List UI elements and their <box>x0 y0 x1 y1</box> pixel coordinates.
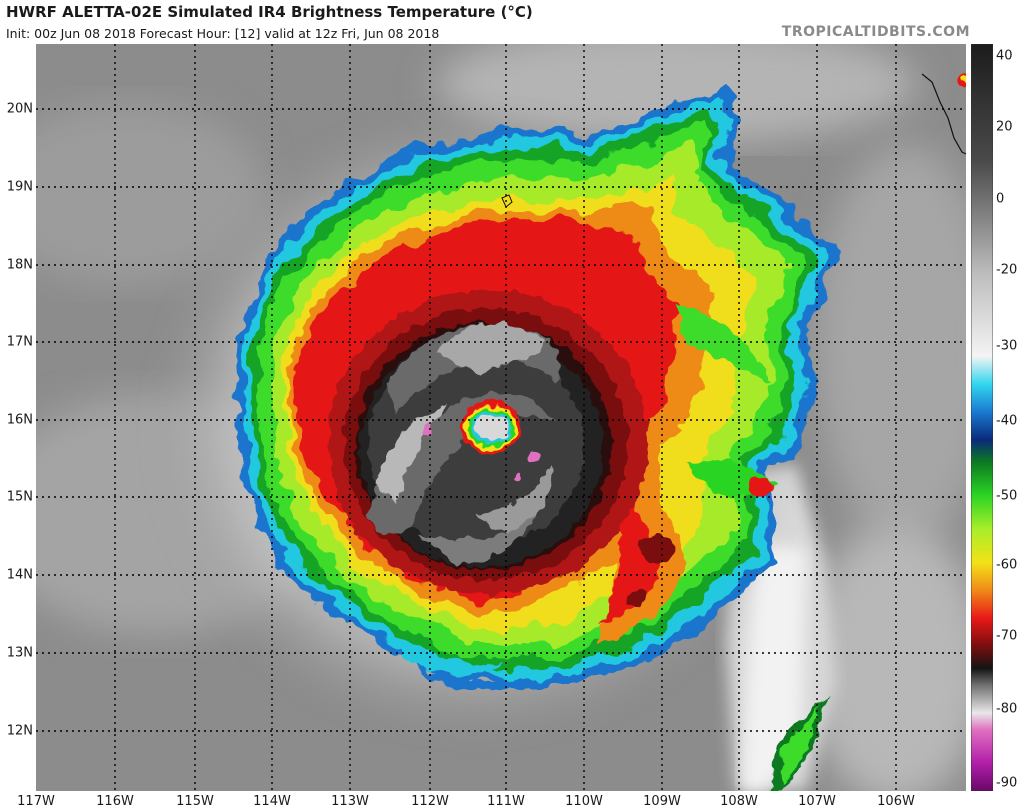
lon-label: 109W <box>643 794 681 809</box>
map-title: HWRF ALETTA-02E Simulated IR4 Brightness… <box>6 3 533 21</box>
colorbar-label: -30 <box>996 338 1018 354</box>
lon-label: 116W <box>96 794 134 809</box>
lat-label: 20N <box>6 101 33 117</box>
lat-label: 16N <box>6 412 33 428</box>
lon-label: 111W <box>487 794 525 809</box>
map-subtitle: Init: 00z Jun 08 2018 Forecast Hour: [12… <box>6 26 440 41</box>
lat-lon-grid <box>36 44 966 791</box>
colorbar-label: -60 <box>996 557 1018 573</box>
lat-label: 15N <box>6 489 33 505</box>
colorbar-label: -70 <box>996 628 1018 644</box>
lon-label: 106W <box>877 794 915 809</box>
ir-imagery <box>36 44 966 791</box>
site-watermark: TROPICALTIDBITS.COM <box>781 24 970 40</box>
lon-label: 115W <box>176 794 214 809</box>
colorbar-label: -40 <box>996 413 1018 429</box>
colorbar-label: -50 <box>996 488 1018 504</box>
colorbar-label: -20 <box>996 262 1018 278</box>
lon-label: 108W <box>720 794 758 809</box>
lat-label: 17N <box>6 334 33 350</box>
outer-fragments <box>386 75 966 791</box>
colorbar-label: 20 <box>996 119 1013 135</box>
colorbar-label: 40 <box>996 48 1013 64</box>
lat-label: 13N <box>6 645 33 661</box>
satellite-map <box>36 44 966 791</box>
lon-label: 114W <box>253 794 291 809</box>
lon-label: 117W <box>17 794 55 809</box>
lon-label: 110W <box>565 794 603 809</box>
lat-label: 14N <box>6 567 33 583</box>
lon-label: 107W <box>798 794 836 809</box>
temperature-colorbar <box>971 44 993 791</box>
colorbar-label: -90 <box>996 775 1018 791</box>
coastline <box>921 73 966 155</box>
lon-label: 113W <box>331 794 369 809</box>
lat-label: 12N <box>6 723 33 739</box>
colorbar-label: -80 <box>996 701 1018 717</box>
colorbar-label: 0 <box>996 191 1005 207</box>
lon-label: 112W <box>411 794 449 809</box>
lat-label: 18N <box>6 257 33 273</box>
lat-label: 19N <box>6 179 33 195</box>
